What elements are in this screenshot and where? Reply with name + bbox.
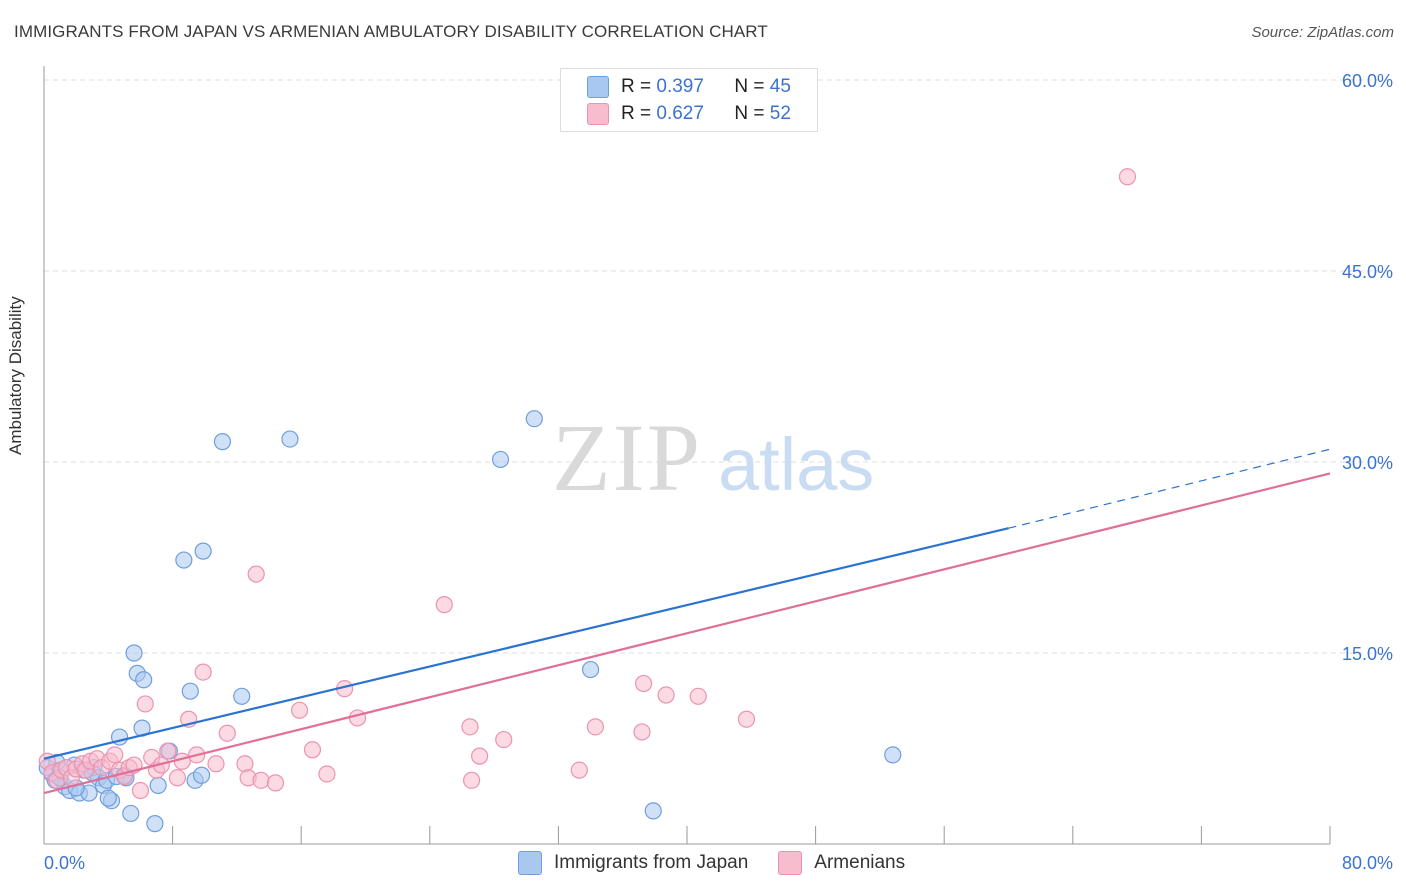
trend-lines [43, 448, 1331, 795]
japan-point [233, 687, 251, 705]
armenia-point [303, 741, 322, 759]
armenia-point [218, 724, 236, 742]
zipatlas-watermark: ZIP atlas [552, 404, 874, 511]
armenia-point [495, 730, 513, 749]
armenia-point [471, 747, 489, 765]
y-tick-label: 60.0% [1342, 71, 1393, 91]
armenia-point [435, 596, 453, 614]
japan-point [125, 644, 143, 662]
japan-point [581, 660, 600, 679]
armenia-point [266, 774, 285, 792]
legend-r-value: 0.397 [656, 76, 704, 97]
correlation-legend: R = 0.397 N = 45 R = 0.627 N = 52 [560, 68, 818, 132]
armenia-point [657, 686, 675, 704]
series-legend: Immigrants from Japan Armenians [518, 851, 935, 875]
armenia-point [247, 565, 265, 583]
japan-point [135, 671, 153, 689]
japan-point [213, 433, 232, 451]
japan-point [281, 430, 299, 448]
armenia-point [168, 769, 187, 787]
armenia-point [131, 781, 150, 800]
armenia-point [159, 742, 177, 760]
armenia-point [194, 663, 212, 681]
legend-row-japan: R = 0.397 N = 45 [587, 75, 791, 99]
japan-point [99, 789, 117, 807]
watermark-atlas: atlas [718, 423, 874, 506]
armenia-point [634, 674, 653, 693]
armenia-point [633, 723, 651, 741]
japan-point [491, 450, 510, 469]
armenia-point [136, 695, 154, 713]
legend-swatch-japan [518, 851, 542, 875]
gridlines [44, 79, 1392, 654]
japan-point [175, 551, 193, 569]
japan-point [192, 766, 211, 784]
armenia-point [461, 718, 479, 736]
axes [43, 66, 1331, 845]
legend-n-label: N = [734, 103, 765, 124]
armenia-point [348, 709, 367, 727]
x-tick-label-max: 80.0% [1342, 853, 1393, 873]
legend-n-value: 45 [769, 76, 791, 97]
armenia-point [207, 755, 225, 773]
armenia-point [318, 765, 336, 783]
armenia-point [290, 701, 309, 719]
japan-point [122, 804, 140, 823]
japan-point [194, 542, 212, 560]
japan-point [884, 746, 902, 764]
japan-trend-line [43, 527, 1009, 760]
legend-n-label: N = [734, 76, 765, 97]
japan-point [525, 410, 543, 428]
legend-r-value: 0.627 [656, 103, 704, 124]
y-tick-label: 45.0% [1342, 262, 1393, 282]
legend-r-label: R = [621, 103, 652, 124]
armenia-point [252, 771, 270, 789]
chart-title: IMMIGRANTS FROM JAPAN VS ARMENIAN AMBULA… [14, 22, 768, 41]
armenia-point [462, 771, 481, 789]
armenia-point [1118, 168, 1137, 186]
armenia-point [689, 687, 707, 705]
legend-row-armenia: R = 0.627 N = 52 [587, 102, 791, 126]
legend-item-armenia[interactable]: Armenians [778, 851, 905, 875]
armenia-point [586, 718, 604, 736]
legend-r-label: R = [621, 76, 652, 97]
y-tick-label: 15.0% [1342, 644, 1393, 664]
tick-labels: 15.0% 30.0% 45.0% 60.0% 0.0% 80.0% [44, 71, 1393, 873]
armenia-point [570, 761, 588, 779]
japan-trend-extension [1008, 448, 1331, 529]
legend-item-japan[interactable]: Immigrants from Japan [518, 851, 748, 875]
japan-point [146, 815, 164, 833]
chart-source: Source: ZipAtlas.com [1251, 24, 1394, 41]
legend-swatch-japan [587, 76, 609, 98]
japan-point [181, 682, 199, 700]
japan-point [149, 776, 167, 795]
legend-label-japan: Immigrants from Japan [554, 852, 749, 873]
legend-swatch-armenia [587, 103, 609, 125]
armenia-trend-line [43, 472, 1331, 795]
legend-n-value: 52 [769, 103, 791, 124]
armenia-point [236, 755, 254, 773]
x-tick-label-min: 0.0% [44, 853, 85, 873]
japan-point [644, 802, 662, 820]
armenia-point [737, 710, 756, 728]
legend-label-armenia: Armenians [814, 852, 906, 873]
armenia-point [106, 746, 124, 764]
y-axis-title: Ambulatory Disability [6, 296, 25, 455]
watermark-zip: ZIP [552, 404, 702, 511]
y-tick-label: 30.0% [1342, 453, 1393, 473]
legend-swatch-armenia [778, 851, 803, 875]
armenia-series-points [38, 168, 1137, 800]
